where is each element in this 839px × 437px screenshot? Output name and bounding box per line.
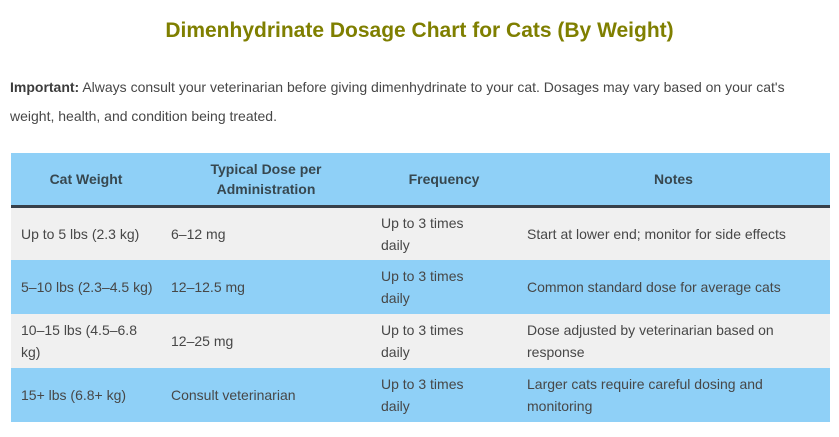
cell-dose: Consult veterinarian [161, 368, 371, 422]
cell-notes: Start at lower end; monitor for side eff… [517, 206, 830, 260]
important-label: Important: [10, 79, 80, 95]
cell-cat-weight: 5–10 lbs (2.3–4.5 kg) [11, 260, 161, 314]
important-text: Always consult your veterinarian before … [10, 79, 785, 124]
cell-frequency: Up to 3 times daily [371, 368, 517, 422]
column-header-frequency: Frequency [371, 153, 517, 208]
cell-cat-weight: Up to 5 lbs (2.3 kg) [11, 206, 161, 260]
important-note: Important: Always consult your veterinar… [10, 73, 815, 131]
cell-cat-weight: 10–15 lbs (4.5–6.8 kg) [11, 314, 161, 368]
table-header-row: Cat Weight Typical Dose per Administrati… [11, 153, 830, 208]
cell-notes: Dose adjusted by veterinarian based on r… [517, 314, 830, 368]
cell-frequency: Up to 3 times daily [371, 314, 517, 368]
table-row: 15+ lbs (6.8+ kg) Consult veterinarian U… [11, 368, 830, 422]
table-row: 5–10 lbs (2.3–4.5 kg) 12–12.5 mg Up to 3… [11, 260, 830, 314]
cell-dose: 6–12 mg [161, 206, 371, 260]
table-row: 10–15 lbs (4.5–6.8 kg) 12–25 mg Up to 3 … [11, 314, 830, 368]
page-title: Dimenhydrinate Dosage Chart for Cats (By… [165, 19, 674, 42]
dosage-table: Cat Weight Typical Dose per Administrati… [11, 153, 830, 422]
cell-notes: Larger cats require careful dosing and m… [517, 368, 830, 422]
column-header-cat-weight: Cat Weight [11, 153, 161, 208]
cell-dose: 12–25 mg [161, 314, 371, 368]
cell-notes: Common standard dose for average cats [517, 260, 830, 314]
column-header-typical-dose: Typical Dose per Administration [161, 153, 371, 208]
table-row: Up to 5 lbs (2.3 kg) 6–12 mg Up to 3 tim… [11, 206, 830, 260]
cell-cat-weight: 15+ lbs (6.8+ kg) [11, 368, 161, 422]
cell-dose: 12–12.5 mg [161, 260, 371, 314]
cell-frequency: Up to 3 times daily [371, 206, 517, 260]
cell-frequency: Up to 3 times daily [371, 260, 517, 314]
column-header-notes: Notes [517, 153, 830, 208]
